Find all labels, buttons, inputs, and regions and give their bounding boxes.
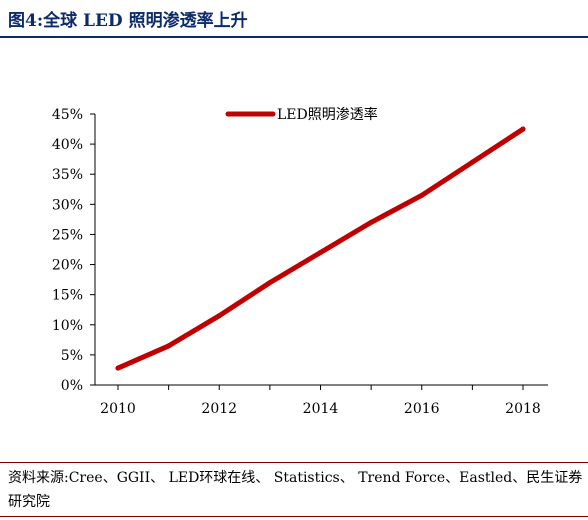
y-tick-label: 0% (61, 378, 83, 394)
source-note: 资料来源:Cree、GGII、 LED环球在线、 Statistics、 Tre… (8, 470, 583, 510)
y-tick-label: 30% (52, 197, 83, 213)
y-tick-label: 35% (52, 167, 83, 183)
bottom-divider (0, 516, 588, 517)
source-divider (0, 462, 588, 463)
line-chart: 0% 5% 10% 15% 20% 25% 30% 35% 40% 45% 2010 2012 2014… (52, 106, 548, 417)
data-point (318, 250, 323, 256)
x-tick-label: 2018 (505, 401, 541, 417)
legend-label: LED照明渗透率 (277, 106, 378, 123)
y-tick-label: 10% (52, 318, 83, 334)
chart-series (115, 126, 526, 371)
title-bar: 图4:全球 LED 照明渗透率上升 (0, 0, 588, 36)
data-point (166, 343, 172, 349)
x-tick-label: 2012 (201, 401, 237, 417)
x-tick-label: 2014 (303, 401, 339, 417)
y-tick-label: 5% (61, 348, 83, 364)
y-tick-label: 20% (52, 258, 83, 274)
y-tick-label: 40% (52, 137, 83, 153)
data-point (115, 365, 121, 371)
data-point (368, 219, 374, 225)
title-divider (0, 36, 588, 38)
x-tick-label: 2010 (100, 401, 136, 417)
data-point (520, 126, 526, 132)
data-point (419, 192, 425, 198)
chart-legend: LED照明渗透率 (225, 106, 378, 123)
data-point (216, 313, 222, 319)
y-tick-label: 45% (52, 107, 83, 123)
figure-title: 图4:全球 LED 照明渗透率上升 (8, 11, 248, 31)
y-tick-label: 15% (52, 288, 83, 304)
data-point (267, 280, 273, 286)
data-point (469, 159, 475, 165)
x-tick-label: 2016 (404, 401, 440, 417)
chart-ticks: 0% 5% 10% 15% 20% 25% 30% 35% 40% 45% 2010 2012 2014… (52, 107, 541, 417)
y-tick-label: 25% (52, 227, 83, 243)
series-line (115, 126, 526, 371)
